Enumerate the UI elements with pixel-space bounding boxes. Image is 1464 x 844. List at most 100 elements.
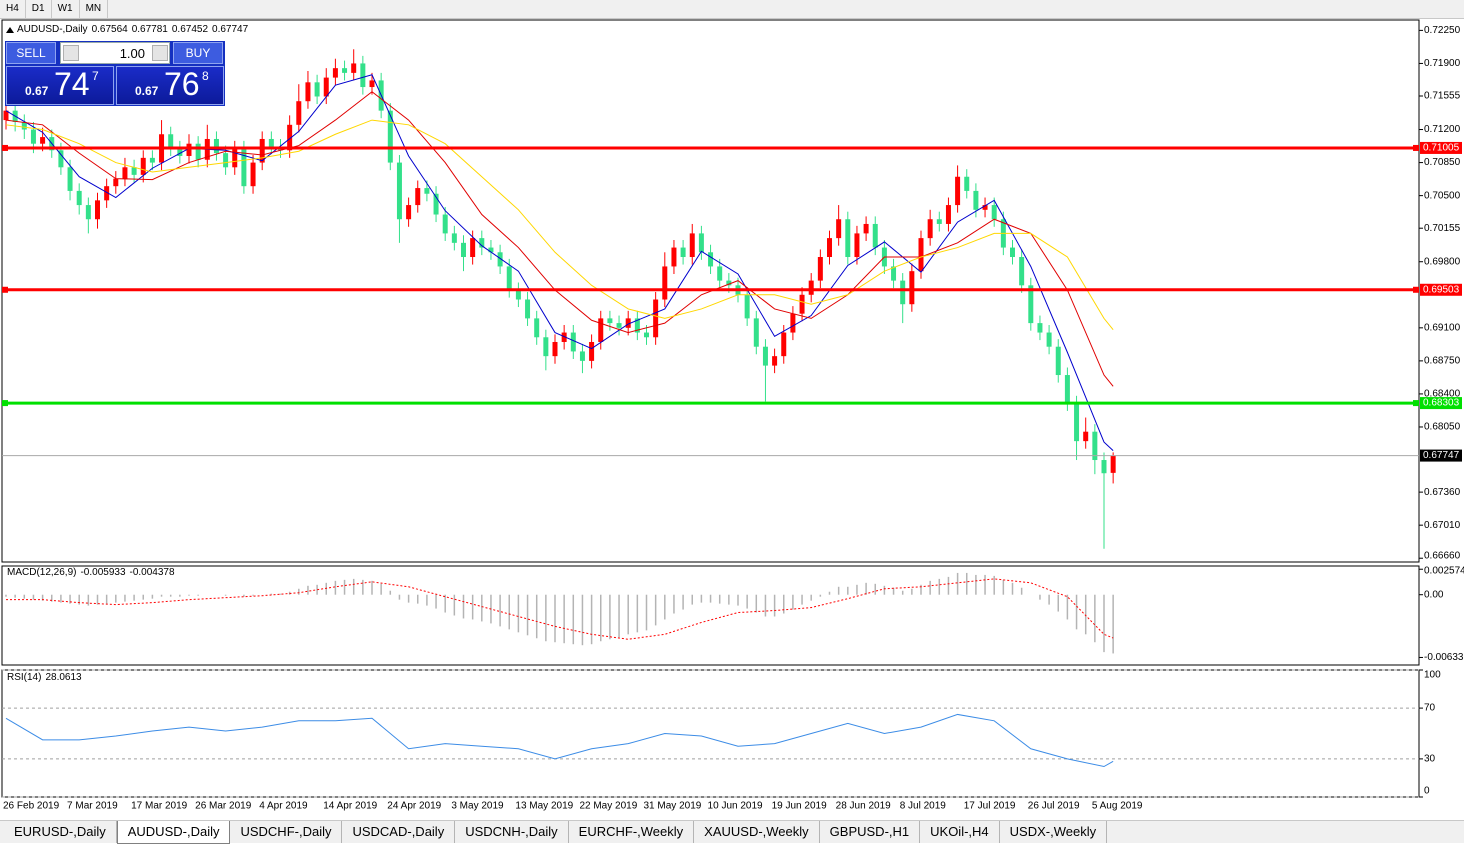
candle-body	[323, 77, 329, 97]
candle-body	[561, 332, 567, 342]
rsi-line	[5, 713, 1114, 768]
chart-tab[interactable]: USDCNH-,Daily	[455, 821, 569, 843]
x-tick-label: 17 Jul 2019	[964, 801, 1016, 812]
candle-body	[451, 233, 457, 243]
timeframe-button[interactable]: D1	[26, 0, 52, 18]
candle-body	[515, 290, 521, 300]
candle-body	[872, 223, 878, 248]
chart-tab[interactable]: USDCHF-,Daily	[230, 821, 343, 843]
candle-body	[76, 190, 82, 206]
candle-body	[945, 205, 951, 224]
x-tick-label: 14 Apr 2019	[323, 801, 377, 812]
candle-body	[1037, 323, 1043, 333]
level-handle	[1413, 144, 1419, 151]
candle-body	[753, 318, 759, 347]
chart-tab[interactable]: USDX-,Weekly	[1000, 821, 1108, 843]
chart-tab[interactable]: XAUUSD-,Weekly	[694, 821, 820, 843]
candle-body	[177, 148, 183, 156]
candle-body	[85, 205, 91, 220]
candle-body	[680, 247, 686, 258]
y-tick-label: 0.69100	[1424, 322, 1461, 333]
timeframe-toolbar: H4 D1 W1 MN	[0, 0, 1464, 19]
candle-body	[268, 138, 274, 147]
candle-body	[762, 346, 768, 366]
candle-body	[1046, 332, 1052, 347]
macd-header: MACD(12,26,9) -0.005933 -0.004378	[7, 567, 179, 578]
timeframe-button[interactable]: MN	[80, 0, 109, 18]
current-price-label: 0.67747	[1423, 450, 1460, 461]
x-tick-label: 8 Jul 2019	[900, 801, 947, 812]
candle-body	[525, 299, 531, 319]
ask-price-box[interactable]: 0.67 76 8	[116, 66, 224, 105]
level-handle	[2, 400, 8, 407]
candle-body	[479, 238, 485, 248]
candle-body	[149, 157, 155, 163]
candle-body	[424, 188, 430, 194]
close-value: 0.67747	[212, 24, 249, 35]
level-label-box	[1420, 397, 1462, 410]
candle-body	[653, 299, 659, 338]
y-tick-label: 0.70500	[1424, 190, 1461, 201]
ask-price-pip: 8	[202, 69, 209, 83]
chart-tab[interactable]: EURUSD-,Daily	[4, 821, 117, 843]
candle-body	[1074, 403, 1080, 442]
lot-decrease[interactable]	[63, 45, 79, 61]
bid-price-main: 74	[54, 66, 90, 102]
candle-body	[296, 101, 302, 125]
bid-price-box[interactable]: 0.67 74 7	[6, 66, 114, 105]
candle-body	[1055, 346, 1061, 376]
one-click-trading-panel: SELL 1.00 BUY 0.67 74 7 0.67 76 8	[5, 41, 225, 106]
candle-body	[918, 238, 924, 272]
moving-average-line	[5, 119, 1114, 331]
chart-tab[interactable]: UKOil-,H4	[920, 821, 1000, 843]
candle-body	[543, 337, 549, 357]
level-handle	[1413, 286, 1419, 293]
candle-body	[506, 266, 512, 291]
current-price-box	[1420, 449, 1462, 462]
chart-tab[interactable]: GBPUSD-,H1	[820, 821, 921, 843]
indicator-title: RSI(14)	[7, 672, 42, 683]
chart-tabs: EURUSD-,Daily AUDUSD-,Daily USDCHF-,Daily U…	[0, 820, 1464, 844]
candle-body	[442, 214, 448, 234]
high-value: 0.67781	[131, 24, 168, 35]
candle-body	[241, 148, 247, 187]
chart-tab[interactable]: AUDUSD-,Daily	[116, 821, 231, 844]
candle-body	[250, 162, 256, 187]
level-label-box	[1420, 141, 1462, 154]
timeframe-button[interactable]: W1	[52, 0, 80, 18]
y-tick-label: 0.68400	[1424, 389, 1461, 400]
candle-body	[726, 280, 732, 286]
collapse-icon[interactable]	[6, 26, 14, 34]
candle-body	[808, 280, 814, 295]
chart-tab[interactable]: EURCHF-,Weekly	[569, 821, 695, 843]
y-tick-label: 0.68750	[1424, 356, 1461, 367]
candle-body	[104, 186, 110, 201]
candle-body	[909, 271, 915, 305]
x-tick-label: 26 Feb 2019	[3, 801, 60, 812]
bid-price-prefix: 0.67	[25, 84, 49, 98]
candle-body	[790, 313, 796, 333]
sell-button[interactable]: SELL	[6, 42, 56, 64]
candle-body	[113, 178, 119, 187]
candle-body	[1010, 247, 1015, 258]
candle-body	[936, 219, 942, 224]
candle-body	[259, 138, 265, 163]
candle-body	[360, 63, 366, 88]
lot-increase[interactable]	[152, 45, 168, 61]
level-label-box	[1420, 283, 1462, 296]
buy-button[interactable]: BUY	[173, 42, 223, 64]
candle-body	[186, 143, 192, 156]
candle-body	[854, 233, 860, 258]
chart-tab[interactable]: USDCAD-,Daily	[342, 821, 456, 843]
candle-body	[534, 318, 540, 338]
candle-body	[232, 148, 238, 168]
x-tick-label: 17 Mar 2019	[131, 801, 188, 812]
candle-body	[799, 294, 805, 314]
level-handle	[1413, 400, 1419, 407]
candle-body	[827, 238, 832, 258]
timeframe-button[interactable]: H4	[0, 0, 26, 18]
candle-body	[223, 153, 229, 168]
x-tick-label: 5 Aug 2019	[1092, 801, 1143, 812]
lot-size-input[interactable]: 1.00	[60, 42, 170, 64]
y-tick-label: 0.70850	[1424, 157, 1461, 168]
